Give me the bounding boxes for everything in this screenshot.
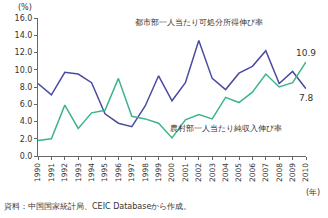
svg-text:2009: 2009 (288, 163, 297, 182)
svg-text:1990: 1990 (33, 163, 42, 182)
svg-text:1991: 1991 (47, 163, 56, 182)
svg-text:農村部一人当たり純収入伸び率: 農村部一人当たり純収入伸び率 (170, 124, 282, 133)
svg-text:0.0: 0.0 (20, 152, 33, 161)
svg-text:(%): (%) (18, 3, 32, 12)
svg-text:10.0: 10.0 (15, 66, 33, 75)
svg-text:10.9: 10.9 (296, 48, 316, 58)
svg-text:資料：中国国家統計局、CEIC Databaseから作成。: 資料：中国国家統計局、CEIC Databaseから作成。 (4, 202, 191, 211)
svg-text:都市部一人当たり可処分所得伸び率: 都市部一人当たり可処分所得伸び率 (135, 18, 263, 27)
svg-text:1994: 1994 (87, 163, 96, 182)
svg-text:16.0: 16.0 (15, 14, 33, 23)
svg-text:(年): (年) (306, 188, 320, 197)
svg-text:4.0: 4.0 (20, 117, 33, 126)
svg-text:14.0: 14.0 (15, 31, 33, 40)
svg-text:1997: 1997 (127, 163, 136, 182)
svg-text:8.0: 8.0 (20, 83, 33, 92)
svg-text:2005: 2005 (234, 163, 243, 182)
svg-text:2006: 2006 (248, 163, 257, 182)
svg-text:2008: 2008 (275, 163, 284, 182)
svg-text:1998: 1998 (141, 163, 150, 182)
svg-text:6.0: 6.0 (20, 100, 33, 109)
svg-text:2000: 2000 (167, 163, 176, 182)
svg-text:1992: 1992 (60, 163, 69, 182)
svg-text:1996: 1996 (114, 163, 123, 182)
svg-text:1995: 1995 (100, 163, 109, 182)
svg-text:1999: 1999 (154, 163, 163, 182)
svg-text:2002: 2002 (194, 163, 203, 182)
svg-text:7.8: 7.8 (299, 93, 314, 103)
svg-text:2004: 2004 (221, 163, 230, 182)
svg-text:2001: 2001 (181, 163, 190, 182)
svg-text:2007: 2007 (261, 163, 270, 182)
svg-text:2.0: 2.0 (20, 135, 33, 144)
svg-text:12.0: 12.0 (15, 48, 33, 57)
svg-text:2003: 2003 (208, 163, 217, 182)
svg-text:2010: 2010 (301, 163, 310, 182)
svg-text:1993: 1993 (74, 163, 83, 182)
